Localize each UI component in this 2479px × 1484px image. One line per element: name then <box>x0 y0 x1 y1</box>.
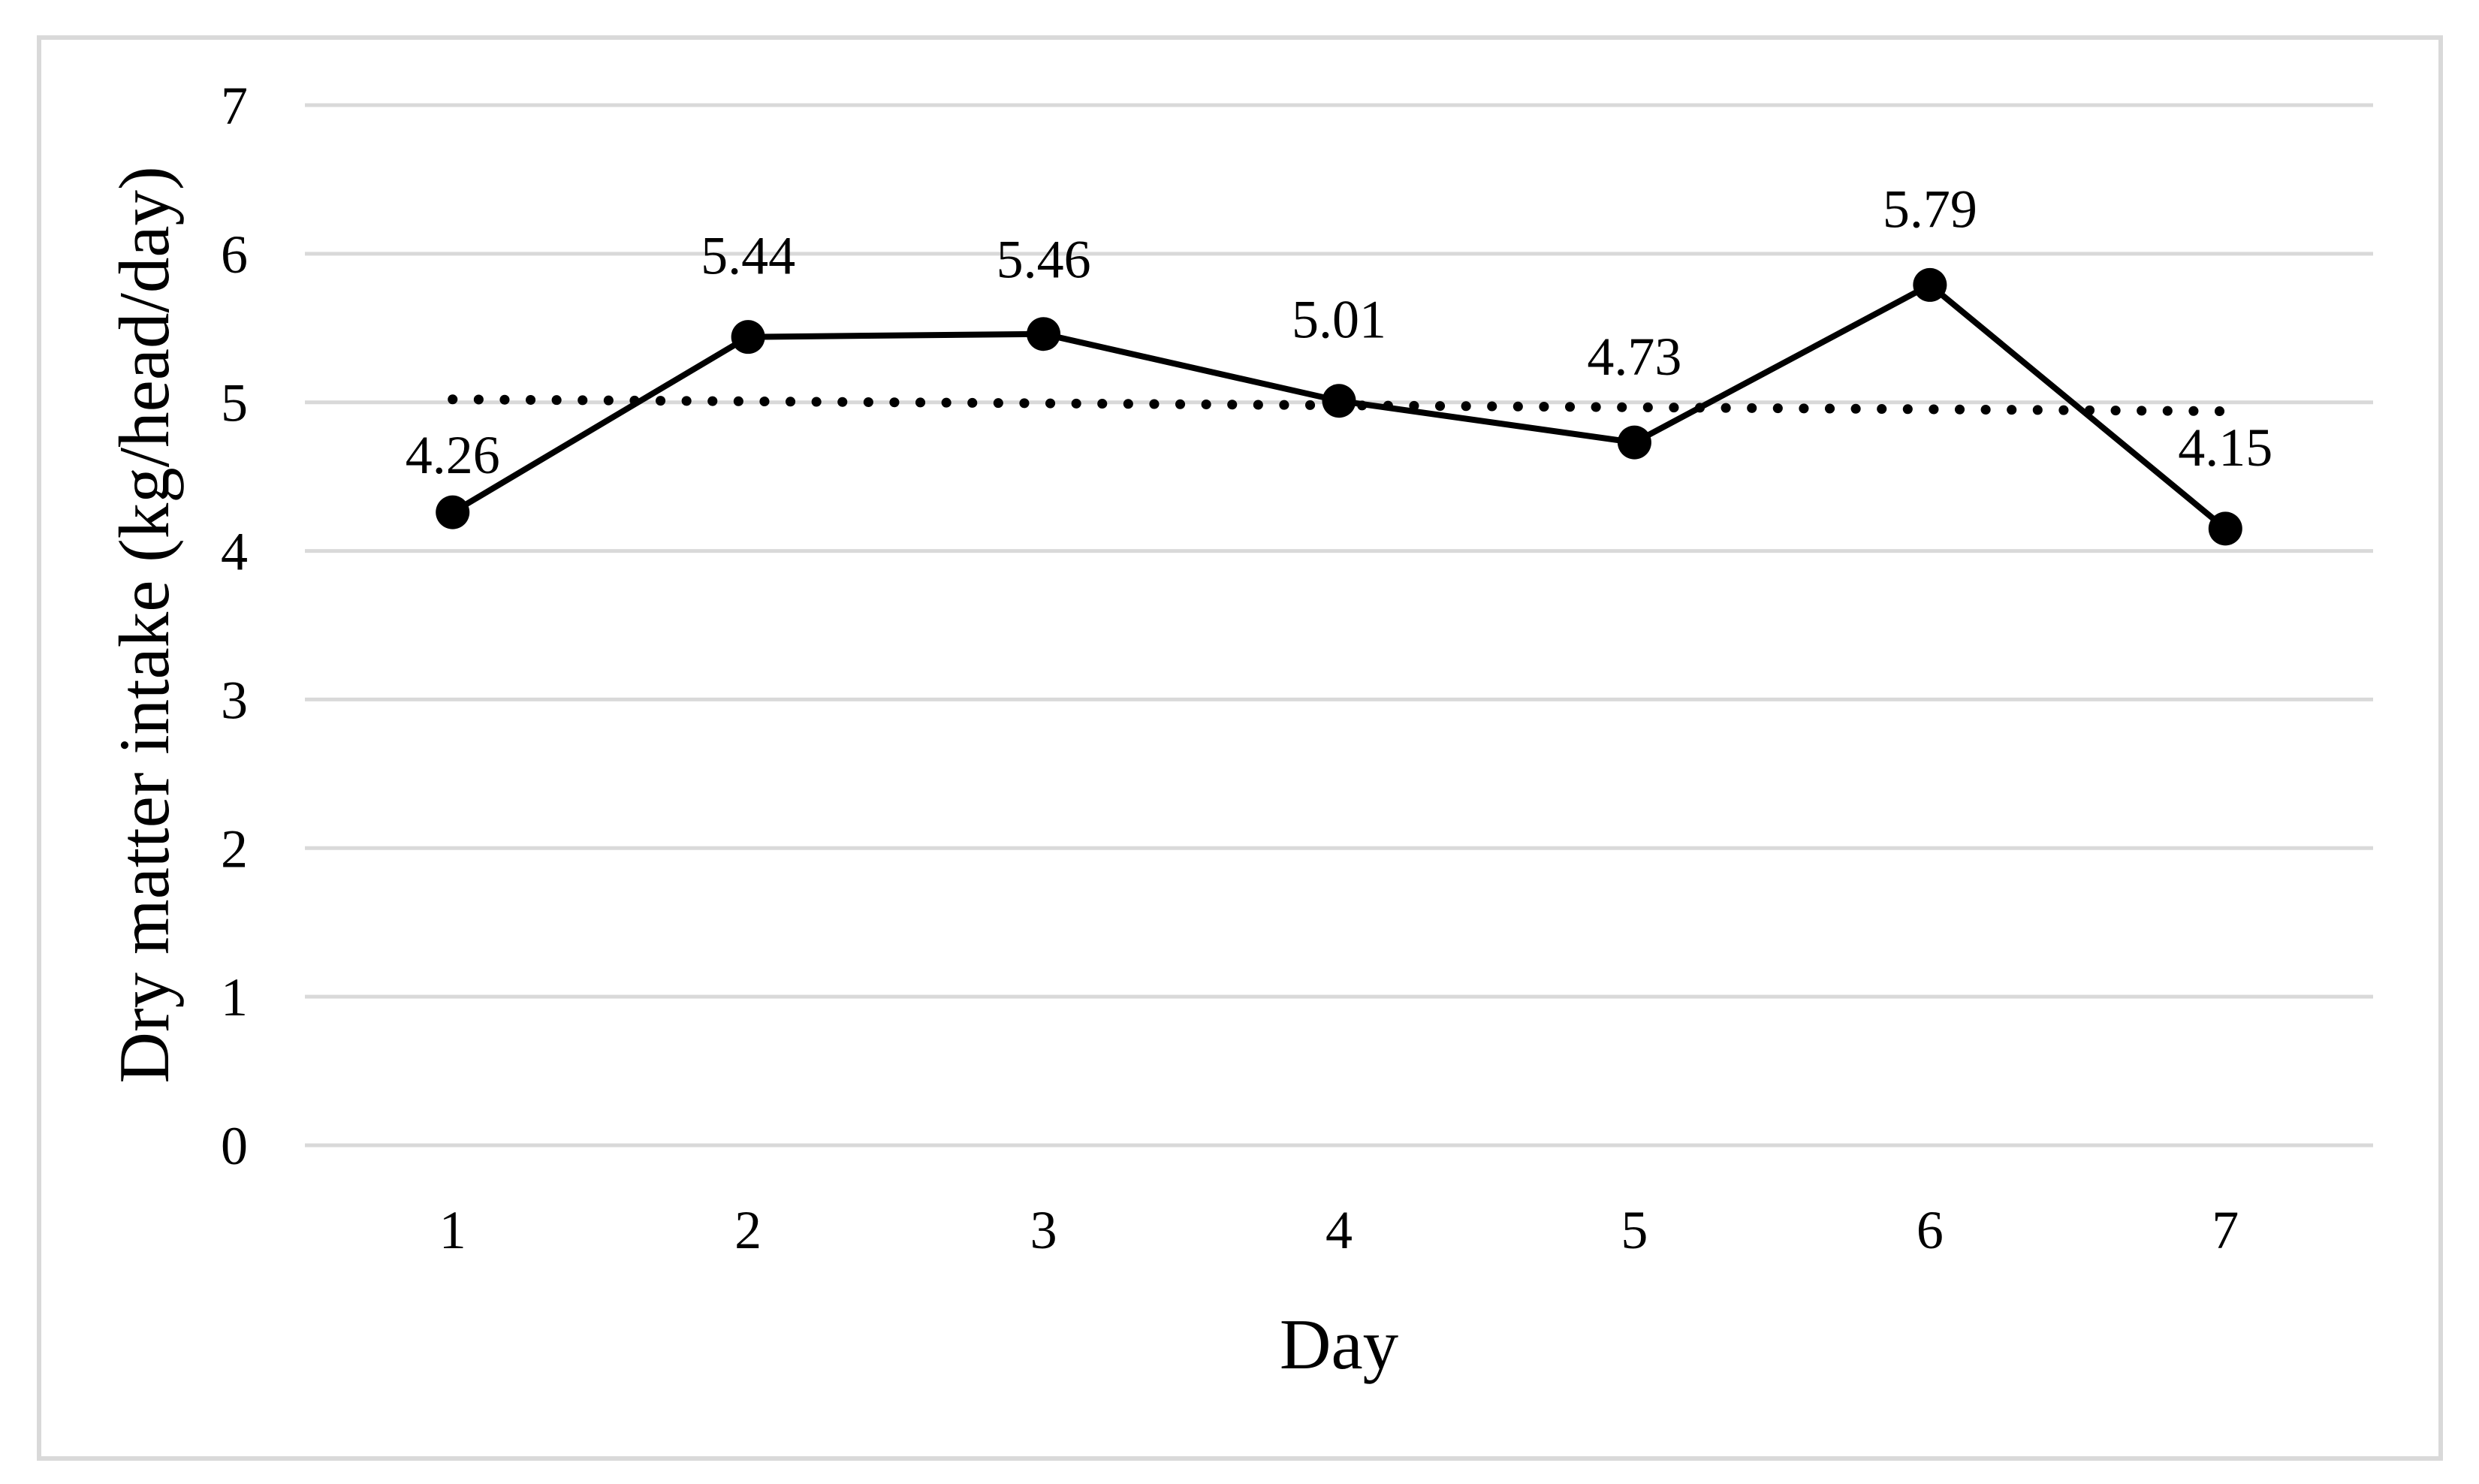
x-tick-labels: 1 2 3 4 5 6 7 <box>439 1200 2239 1260</box>
data-point-marker <box>731 320 765 354</box>
y-tick-label: 3 <box>221 670 248 730</box>
data-point-marker <box>1913 267 1947 302</box>
y-tick-label: 7 <box>221 76 248 136</box>
x-tick-label: 1 <box>439 1200 466 1260</box>
data-point-label: 5.46 <box>997 230 1091 290</box>
y-tick-label: 5 <box>221 373 248 433</box>
x-tick-label: 2 <box>734 1200 761 1260</box>
y-tick-label: 4 <box>221 522 248 582</box>
x-tick-label: 5 <box>1621 1200 1648 1260</box>
y-tick-labels: 0 1 2 3 4 5 6 7 <box>221 76 248 1176</box>
y-tick-label: 1 <box>221 967 248 1027</box>
data-point-label: 4.15 <box>2178 418 2272 478</box>
data-point-marker <box>436 495 470 529</box>
data-labels: 4.26 5.44 5.46 5.01 4.73 5.79 4.15 <box>406 179 2273 485</box>
data-point-marker <box>1322 384 1356 418</box>
x-tick-label: 4 <box>1325 1200 1353 1260</box>
x-tick-label: 6 <box>1917 1200 1944 1260</box>
data-point-label: 4.26 <box>406 425 500 485</box>
data-point-label: 5.01 <box>1292 290 1386 350</box>
y-tick-label: 0 <box>221 1116 248 1176</box>
data-point-label: 5.44 <box>701 226 795 286</box>
data-point-label: 4.73 <box>1587 327 1681 387</box>
data-point-marker <box>1617 425 1651 460</box>
plot-border <box>37 35 2443 1461</box>
x-axis-title: Day <box>1280 1305 1399 1384</box>
data-point-label: 5.79 <box>1883 179 1977 239</box>
y-tick-label: 6 <box>221 225 248 285</box>
y-tick-label: 2 <box>221 819 248 879</box>
data-point-marker <box>1027 317 1061 351</box>
data-point-marker <box>2208 511 2242 546</box>
y-axis-title: Dry matter intake (kg/head/day) <box>104 166 184 1083</box>
data-points <box>436 267 2242 546</box>
x-tick-label: 7 <box>2212 1200 2239 1260</box>
x-tick-label: 3 <box>1030 1200 1057 1260</box>
